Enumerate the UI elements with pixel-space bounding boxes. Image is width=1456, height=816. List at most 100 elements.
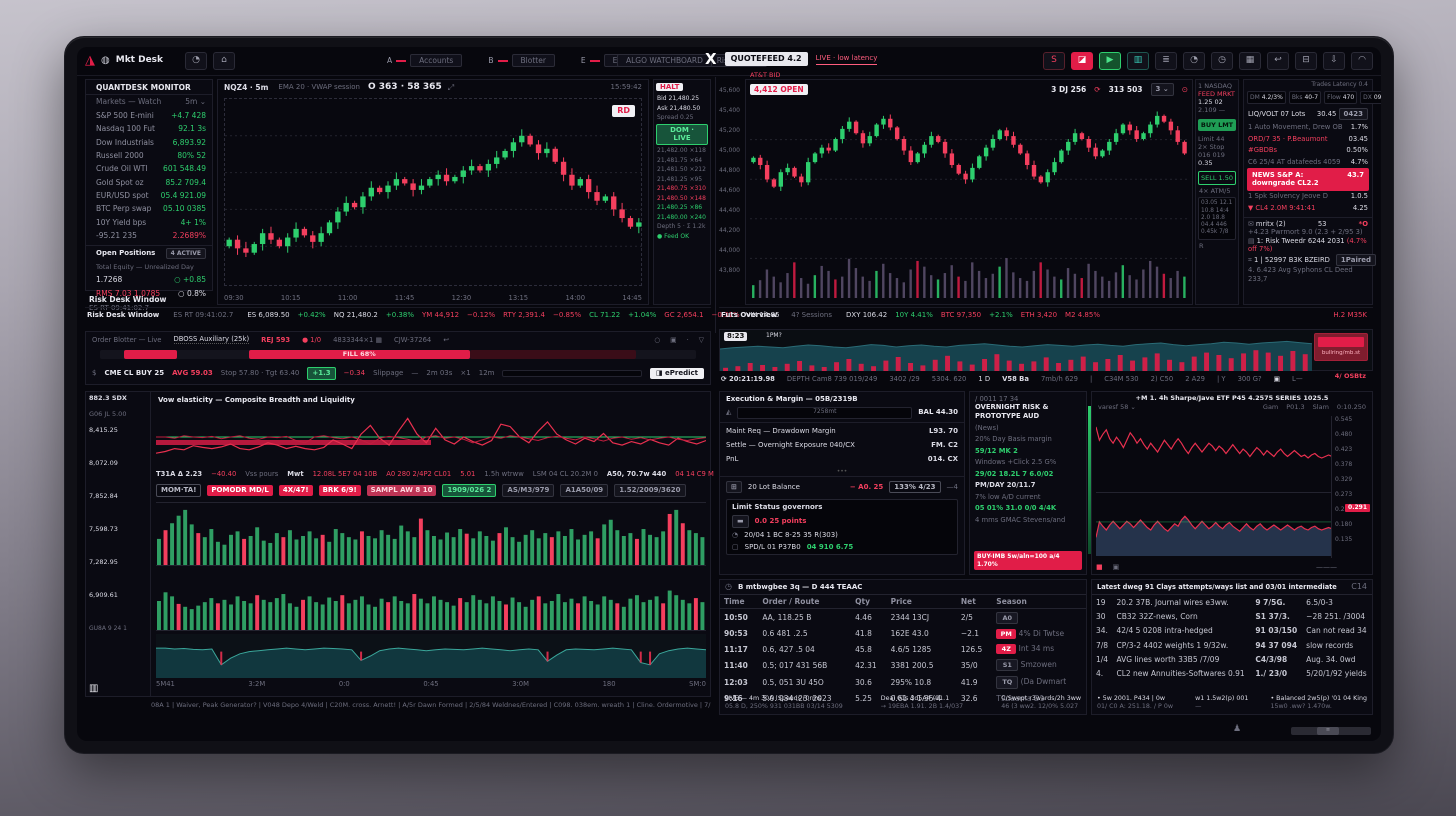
position-row[interactable]: 1.7268 ○ +0.85 — [96, 275, 206, 285]
breadth-line-svg[interactable] — [156, 408, 706, 466]
ladder-row[interactable]: 21,480.75 ×310 — [657, 185, 706, 192]
main-chart-plot[interactable]: RD — [224, 98, 643, 286]
position-row[interactable]: RMS 7.03 1.0785 ○ 0.8% — [96, 288, 206, 298]
pnl-bottom-svg[interactable] — [1096, 494, 1332, 556]
app-logo-icon[interactable]: ◮ — [85, 52, 95, 68]
sell-button[interactable]: SELL 1.50 — [1198, 171, 1236, 186]
screener-icon[interactable]: ◪ — [1071, 52, 1093, 70]
notifications-icon[interactable]: ◔ — [185, 52, 208, 70]
tray-icon[interactable]: ⊟ — [1295, 52, 1317, 70]
home-icon[interactable]: ⌂ — [213, 52, 236, 70]
signal-pill[interactable]: 1.52/2009/3620 — [614, 484, 686, 497]
alerts-icon[interactable]: S — [1043, 52, 1065, 70]
ladder-row[interactable]: 21,482.00 ×118 — [657, 147, 706, 154]
mail-icon[interactable]: ✉ — [1248, 219, 1254, 228]
alert-row[interactable]: #GBDBs 0.50% — [1248, 146, 1368, 155]
pnl-top-svg[interactable] — [1096, 418, 1332, 493]
ladder-row[interactable]: Spread 0.25 — [657, 114, 694, 121]
fill-row[interactable]: 9:16 5.0. 034 .23. 2023 5.25 0.61 4 1.35-4 3… — [724, 693, 1045, 703]
desk-row[interactable]: 4. CL2 new Annuities-Softwares 0.91 1./ 23… — [1096, 669, 1367, 679]
pnl-interval[interactable]: varesf 58 ⌄ — [1098, 403, 1136, 412]
depth-svg[interactable] — [720, 331, 1312, 371]
expand-icon[interactable]: ⤢ — [447, 82, 455, 92]
pnl-stop-icon[interactable]: ■ — [1096, 563, 1103, 572]
alert-row[interactable]: 1 Spk Solvency Jeove D 1.0.5 — [1248, 192, 1368, 201]
ladder-row[interactable]: Ask 21,480.50 — [657, 104, 701, 112]
fill-row[interactable]: 11:40 0.5; 017 431 56B 42.31 3381 200.5 35/0… — [724, 659, 1057, 672]
database-icon[interactable]: ▥ — [1127, 52, 1149, 70]
ribbon-undo-icon[interactable]: ↩ — [443, 335, 449, 344]
ladder-row[interactable]: 21,481.50 ×212 — [657, 166, 706, 173]
watchlist-row[interactable]: EUR/USD spot 05.4 921.09 — [96, 191, 206, 200]
alert-row[interactable]: 1 Auto Movement, Drew OB 1.7% — [1248, 123, 1368, 132]
session-button[interactable]: ALGO WATCHBOARD — [617, 54, 712, 68]
lot-icon[interactable]: ⊞ — [726, 480, 742, 494]
order-foot-icon[interactable]: R — [1199, 241, 1204, 250]
export-icon[interactable]: ⇩ — [1323, 52, 1345, 70]
signal-pill[interactable]: 4X/47! — [278, 485, 313, 496]
watchlist-interval[interactable]: 5m ⌄ — [185, 97, 206, 107]
quotefeed-badge[interactable]: QUOTEFEED 4.2 — [724, 52, 808, 67]
big-chart-plot[interactable] — [750, 100, 1188, 300]
ribbon-icon[interactable]: · — [686, 335, 689, 344]
active-order-label[interactable]: CME CL BUY 25 — [104, 369, 165, 378]
desk-row[interactable]: 7/8 CP/3-2 4402 weights 1 9/32w. 94 37 094… — [1096, 640, 1354, 650]
ribbon-icon[interactable]: ▽ — [698, 335, 704, 344]
watchlist-row[interactable]: Dow Industrials 6,893.92 — [96, 137, 206, 147]
stat-box[interactable]: DM 4.2/3% — [1247, 90, 1286, 104]
alarm-icon[interactable]: ◔ — [1183, 52, 1205, 70]
clock-icon[interactable]: ◷ — [1211, 52, 1233, 70]
layout-icon[interactable]: ▦ — [1239, 52, 1261, 70]
target-icon[interactable]: ⊙ — [1181, 84, 1188, 94]
watchlist-row[interactable]: Gold Spot oz 85.2 709.4 — [96, 177, 206, 187]
pnl-grid-icon[interactable]: ▣ — [1112, 563, 1120, 572]
ladder-row[interactable]: 21,480.00 ×240 — [657, 213, 706, 221]
interval-select[interactable]: 3 ⌄ — [1150, 83, 1174, 96]
stat-box[interactable]: Flow 470 — [1324, 90, 1358, 104]
fill-row[interactable]: 90:53 0.6 481 .2.5 41.8 162E 43.0 −2.1 PM 4% … — [724, 629, 1065, 640]
signal-pill[interactable]: SAMPL AW 8 10 — [366, 485, 437, 496]
replay-icon[interactable]: ▶ — [1099, 52, 1121, 70]
watchlist-row[interactable]: Crude Oil WTI 601 548.49 — [96, 164, 206, 174]
doc-icon[interactable]: ▤ — [1248, 236, 1255, 245]
predict-button[interactable]: ◨ ePredict — [649, 368, 704, 379]
watchlist-row[interactable]: 10Y Yield bps 4+ 1% — [96, 217, 206, 227]
desk-row[interactable]: 34. 42/4 5 0208 intra-hedged 91 03/150 Can … — [1096, 626, 1367, 636]
fill-row[interactable]: 10:50 AA, 118.25 B 4.46 2344 13CJ 2/5 A0 — [720, 609, 1086, 627]
ladder-row[interactable]: Bid 21,480.25 — [657, 95, 700, 102]
order-line[interactable]: Limit 44 — [1198, 134, 1225, 143]
fill-row[interactable]: 12:03 0.5, 051 3U 45O 30.6 295% 10.8 41.9 TQ … — [724, 676, 1067, 689]
fill-row[interactable]: 11:17 0.6, 427 .5 04 45.8 4.6/5 1285 126.5 4Z… — [724, 644, 1055, 655]
buy-button[interactable]: BUY LMT — [1198, 118, 1236, 131]
signal-pill[interactable]: 1909/026 2 — [442, 484, 497, 497]
menu-accounts[interactable]: A Accounts — [387, 54, 463, 68]
adline-svg[interactable] — [156, 634, 706, 678]
ribbon-link[interactable]: DBOSS Auxiliary (25k) — [173, 335, 250, 345]
order-line[interactable]: 2× Stop — [1198, 142, 1225, 151]
alert-row[interactable]: ▼ CL4 2.0M 9:41:41 4.25 — [1248, 203, 1368, 212]
alert-row[interactable]: ORD/7 35 · P.Beaumont 03.45 — [1248, 134, 1368, 143]
cloud-icon[interactable]: ◠ — [1351, 52, 1373, 70]
terminal-icon[interactable]: ⌗ — [1248, 255, 1252, 264]
menu-blotter[interactable]: B Blotter — [488, 54, 555, 68]
alert-row[interactable]: NEWS S&P A: downgrade CL2.2 43.7 — [1247, 167, 1369, 191]
ladder-row[interactable]: 21,481.25 ×95 — [657, 175, 703, 183]
fill-progress-track[interactable]: FILL 68% — [100, 350, 696, 359]
lot-limit-box[interactable]: 133% 4/23 — [889, 480, 941, 494]
watchlist-row[interactable]: -95.21 235 2.2689% — [96, 231, 206, 241]
ladder-row[interactable]: 21,480.50 ×148 — [657, 194, 706, 202]
margin-meter[interactable]: 7258mt — [737, 406, 913, 419]
ladder-row[interactable]: ● Feed OK — [657, 232, 690, 240]
imbalance-bar[interactable]: BUY-IMB 5w/aln=100 a/4 1.70% — [974, 551, 1082, 570]
scrollbar-thumb[interactable]: ≡ — [1317, 727, 1339, 735]
candles-icon[interactable]: ≣ — [1155, 52, 1177, 70]
desk-row[interactable]: 1/4 AVG lines worth 33B5 /7/09 C4/3/98 Aug.… — [1096, 655, 1356, 664]
stat-box[interactable]: DX 0913 — [1360, 90, 1381, 104]
ribbon-icon[interactable]: ▣ — [670, 335, 677, 344]
depth-alert-box[interactable]: bullring/mb.st — [1314, 333, 1368, 361]
refresh-icon[interactable]: ⟳ — [1094, 84, 1101, 94]
signal-pill[interactable]: POMODR MD/L — [207, 485, 273, 496]
signal-pill[interactable]: MOM·TA! — [156, 484, 202, 497]
user-presence-icon[interactable]: ♟ — [1233, 723, 1242, 734]
order-line[interactable]: 0.35 — [1198, 159, 1213, 167]
